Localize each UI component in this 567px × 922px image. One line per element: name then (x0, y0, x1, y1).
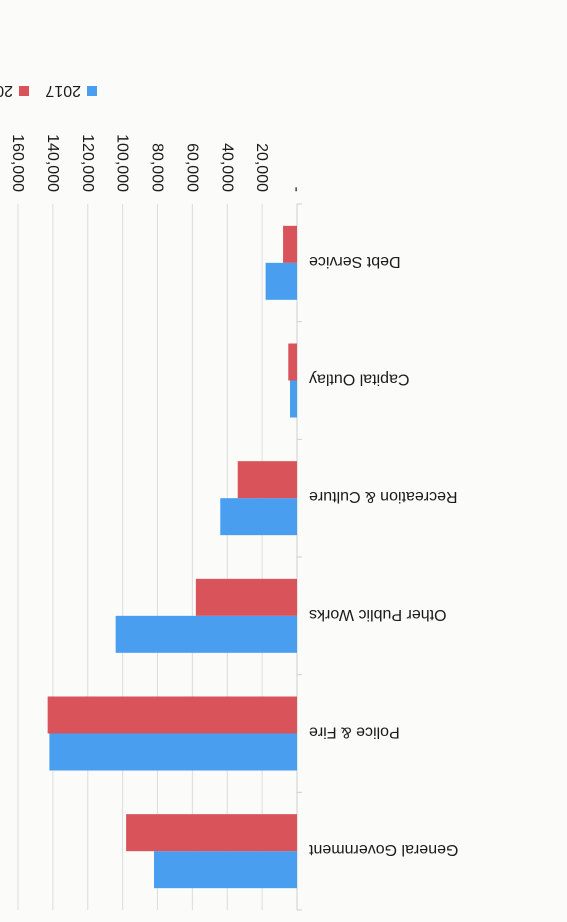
bar-2018-capital-outlay (288, 343, 297, 381)
category-label: Recreation & Culture (309, 488, 458, 505)
bar-2017-recreation-culture (220, 498, 297, 536)
bar-2017-police-fire (49, 733, 297, 771)
category-labels: General Government Police & Fire Other Pub… (308, 253, 458, 858)
bar-2017-general-government (154, 851, 297, 889)
bar-2018-recreation-culture (237, 461, 297, 499)
value-tick-label: - (288, 187, 305, 192)
bar-2018-other-public-works (195, 578, 297, 616)
bar-2018-police-fire (47, 696, 297, 734)
value-tick-label: 60,000 (183, 143, 200, 192)
value-axis-ticks: - 20,000 40,000 60,000 80,000 100,000 120,000 1… (9, 134, 305, 192)
bar-2018-general-government (126, 814, 297, 852)
category-label: General Government (308, 841, 458, 858)
legend-swatch-2018 (19, 86, 29, 96)
value-tick-label: 100,000 (114, 134, 131, 192)
value-tick-label: 120,000 (79, 134, 96, 192)
value-tick-label: 20,000 (253, 143, 270, 192)
value-tick-label: 80,000 (149, 143, 166, 192)
gridlines (17, 203, 302, 911)
value-tick-label: 40,000 (218, 143, 235, 192)
value-tick-label: 140,000 (44, 134, 61, 192)
bar-2018-debt-service (283, 225, 297, 263)
bars (47, 225, 297, 889)
category-label: Debt Service (309, 253, 401, 270)
bar-2017-other-public-works (115, 615, 297, 653)
category-label: Capital Outlay (309, 371, 410, 388)
legend-label-2018: 2018 (0, 82, 13, 99)
bar-2017-debt-service (265, 262, 297, 300)
category-label: Other Public Works (309, 606, 447, 623)
legend: 2017 2018 (0, 82, 97, 99)
category-label: Police & Fire (309, 724, 400, 741)
legend-label-2017: 2017 (45, 82, 81, 99)
bar-2017-capital-outlay (290, 380, 297, 418)
value-tick-label: 160,000 (9, 134, 26, 192)
legend-swatch-2017 (87, 86, 97, 96)
